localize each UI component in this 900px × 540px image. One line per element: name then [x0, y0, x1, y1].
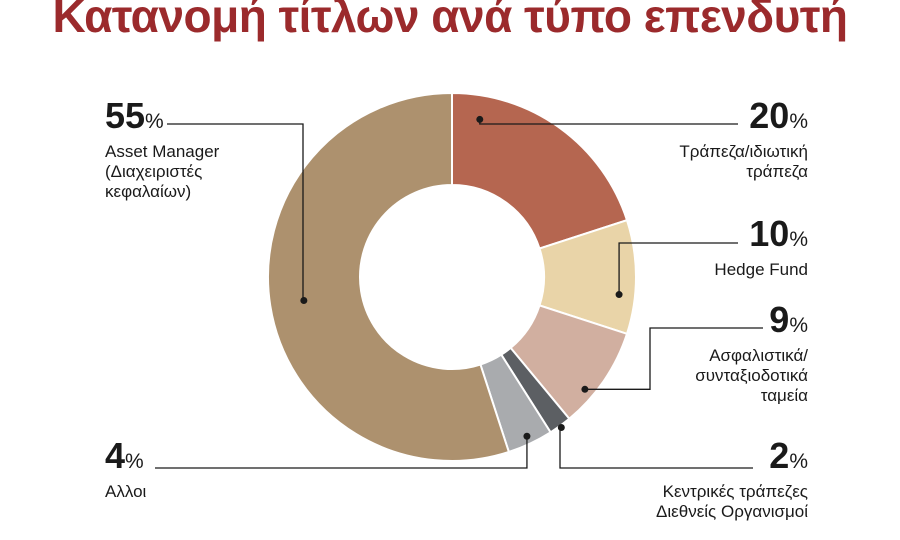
value-label-hedge: 10%: [749, 213, 808, 254]
leader-dot-central: [557, 423, 565, 431]
slice-bank: [451, 91, 629, 250]
category-label-other: Αλλοι: [105, 482, 147, 501]
category-label-bank: τράπεζα: [746, 162, 808, 181]
chart-title: Κατανομή τίτλων ανά τύπο επενδυτή: [52, 0, 848, 42]
value-label-central: 2%: [769, 435, 808, 476]
leader-line-other: [155, 436, 528, 469]
category-label-insurance: ταμεία: [761, 386, 808, 405]
value-label-insurance: 9%: [769, 299, 808, 340]
leader-dot-insurance: [581, 385, 589, 393]
value-label-asset: 55%: [105, 95, 164, 136]
leader-dot-bank: [476, 115, 484, 123]
leader-line-insurance: [584, 327, 763, 390]
donut-slices: [267, 91, 637, 462]
category-label-asset: κεφαλαίων): [105, 182, 191, 201]
leader-dot-asset: [300, 296, 308, 304]
category-label-hedge: Hedge Fund: [714, 260, 808, 279]
value-label-other: 4%: [105, 435, 144, 476]
category-label-central: Διεθνείς Οργανισμοί: [656, 502, 808, 521]
slice-asset: [267, 91, 511, 462]
category-label-bank: Τράπεζα/ιδιωτική: [679, 142, 808, 161]
leader-line-central: [559, 426, 753, 469]
category-label-asset: Asset Manager: [105, 142, 220, 161]
leader-line-hedge: [618, 242, 738, 295]
category-label-insurance: Ασφαλιστικά/: [709, 346, 808, 365]
category-label-insurance: συνταξιοδοτικά: [695, 366, 808, 385]
category-label-asset: (Διαχειριστές: [105, 162, 202, 181]
leader-dot-hedge: [615, 291, 623, 299]
leader-dot-other: [523, 432, 531, 440]
value-label-bank: 20%: [749, 95, 808, 136]
category-label-central: Κεντρικές τράπεζες: [663, 482, 808, 501]
